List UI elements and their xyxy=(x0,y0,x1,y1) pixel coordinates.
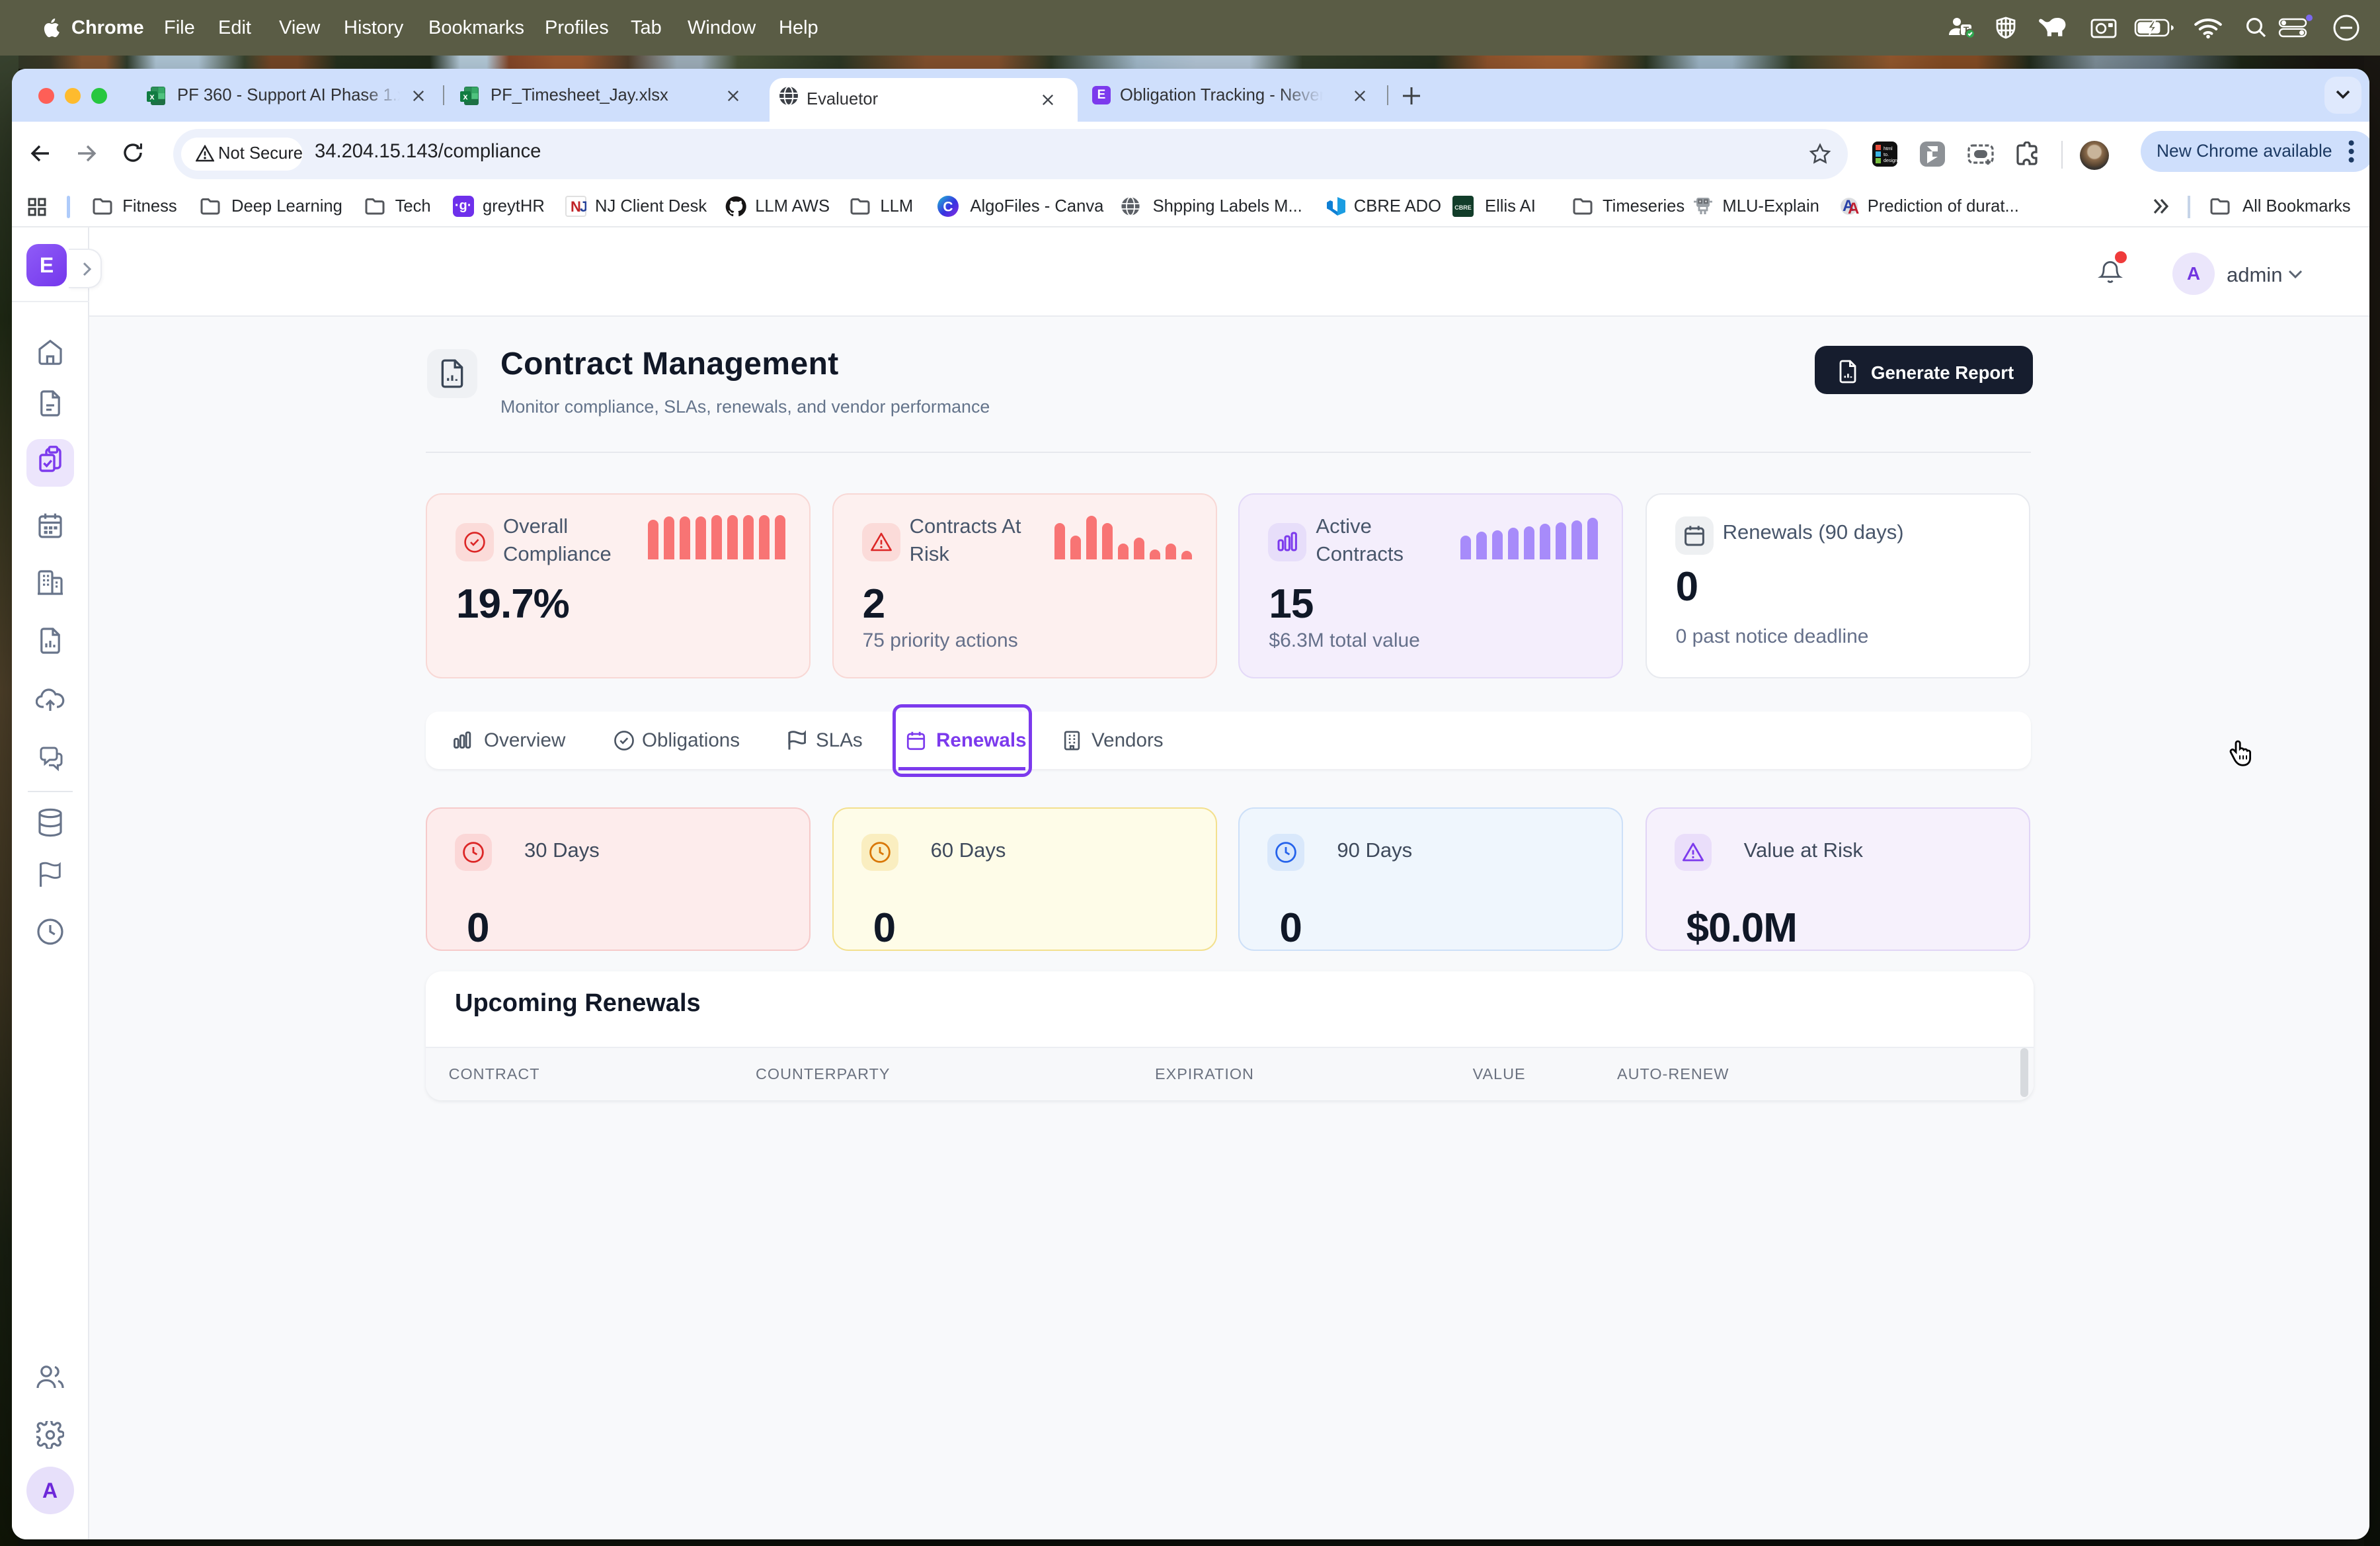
svg-text:N: N xyxy=(571,198,581,215)
svg-text:J: J xyxy=(580,198,586,215)
svg-text:to.: to. xyxy=(1884,151,1889,157)
svg-text:design: design xyxy=(1884,157,1897,163)
svg-text:A: A xyxy=(1843,197,1854,215)
svg-text:html: html xyxy=(1884,145,1893,151)
svg-text:T: T xyxy=(1964,24,1969,35)
svg-text:C: C xyxy=(943,200,953,215)
svg-text:x: x xyxy=(149,92,155,102)
svg-text:CBRE: CBRE xyxy=(1454,204,1472,211)
svg-text:A: A xyxy=(1848,200,1859,217)
svg-text:x: x xyxy=(463,92,468,102)
